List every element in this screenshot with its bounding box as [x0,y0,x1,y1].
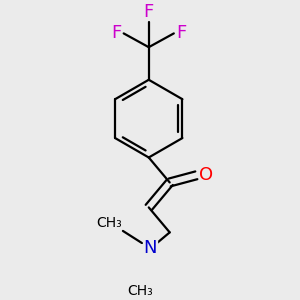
Text: CH₃: CH₃ [96,216,122,230]
Text: O: O [199,166,214,184]
Text: N: N [144,239,157,257]
Text: F: F [111,24,122,42]
Text: F: F [176,24,186,42]
Text: CH₃: CH₃ [128,284,153,298]
Text: F: F [144,3,154,21]
